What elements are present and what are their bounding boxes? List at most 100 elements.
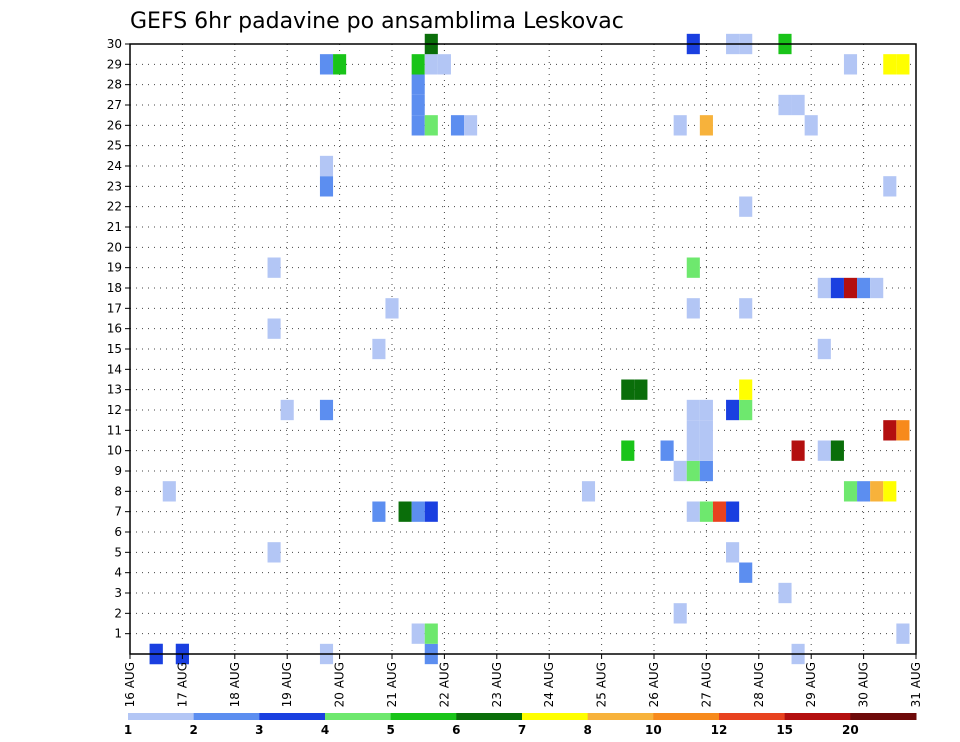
- precip-cell: [883, 54, 897, 75]
- x-tick-label: 27 AUG: [699, 662, 713, 707]
- precip-cell: [411, 501, 425, 522]
- precip-cell: [319, 399, 334, 421]
- precip-cell: [843, 277, 858, 299]
- precip-cell: [739, 562, 753, 583]
- precip-cell: [712, 501, 727, 522]
- colorbar-segment: [390, 713, 457, 720]
- colorbar-segment: [522, 713, 589, 720]
- y-axis-ticks: 1234567891011121314151617181920212223242…: [107, 37, 130, 641]
- y-tick-label: 24: [107, 159, 122, 173]
- precip-cell: [830, 440, 844, 461]
- precip-cell: [726, 542, 740, 563]
- x-tick-label: 29 AUG: [804, 662, 818, 707]
- precip-cell: [739, 298, 753, 319]
- precip-cell: [843, 481, 858, 502]
- precip-cell: [791, 440, 805, 461]
- precip-cell: [896, 623, 910, 644]
- ensemble-cells: [149, 33, 910, 665]
- precip-cell: [857, 481, 871, 502]
- precip-cell: [621, 440, 635, 461]
- precip-cell: [726, 399, 740, 421]
- precip-cell: [686, 298, 700, 319]
- precip-cell: [411, 74, 425, 95]
- y-tick-label: 7: [114, 505, 122, 519]
- precip-cell: [896, 54, 910, 75]
- precip-cell: [686, 399, 700, 421]
- y-tick-label: 6: [114, 525, 122, 539]
- colorbar-label: 1: [124, 723, 132, 737]
- precip-cell: [424, 501, 438, 522]
- x-tick-label: 21 AUG: [385, 662, 399, 707]
- colorbar-segment: [259, 713, 326, 720]
- grid: [130, 44, 916, 654]
- precip-cell: [699, 420, 713, 441]
- precip-cell: [817, 440, 831, 461]
- x-tick-label: 19 AUG: [280, 662, 294, 707]
- precip-cell: [778, 582, 792, 604]
- y-tick-label: 2: [114, 606, 122, 620]
- x-tick-label: 31 AUG: [909, 662, 923, 707]
- precip-cell: [739, 196, 753, 217]
- precip-cell: [817, 338, 831, 360]
- colorbar-label: 7: [518, 723, 526, 737]
- precip-cell: [319, 54, 334, 75]
- colorbar-segment: [128, 713, 195, 720]
- y-tick-label: 11: [107, 423, 122, 437]
- precip-cell: [424, 623, 438, 644]
- y-tick-label: 9: [114, 464, 122, 478]
- y-tick-label: 10: [107, 444, 122, 458]
- precip-cell: [319, 176, 334, 197]
- y-tick-label: 22: [107, 200, 122, 214]
- precip-cell: [699, 501, 713, 522]
- precip-cell: [411, 94, 425, 116]
- colorbar-label: 15: [776, 723, 793, 737]
- colorbar-segment: [193, 713, 260, 720]
- colorbar-label: 20: [842, 723, 859, 737]
- precip-cell: [660, 440, 674, 461]
- colorbar-segment: [850, 713, 917, 720]
- x-tick-label: 25 AUG: [595, 662, 609, 707]
- plot-frame: [129, 43, 917, 655]
- x-tick-label: 20 AUG: [333, 662, 347, 707]
- precip-cell: [372, 501, 386, 522]
- precip-cell: [464, 115, 478, 136]
- precip-cell: [673, 115, 687, 136]
- x-tick-label: 18 AUG: [228, 662, 242, 707]
- precip-cell: [333, 54, 347, 75]
- y-tick-label: 27: [107, 98, 122, 112]
- colorbar-label: 5: [386, 723, 394, 737]
- colorbar-segment: [587, 713, 654, 720]
- y-tick-label: 17: [107, 301, 122, 315]
- y-tick-label: 1: [114, 627, 122, 641]
- precip-cell: [739, 379, 753, 400]
- colorbar-segment: [784, 713, 851, 720]
- chart-title: GEFS 6hr padavine po ansamblima Leskovac: [130, 9, 624, 34]
- precip-cell: [739, 399, 753, 421]
- y-tick-label: 28: [107, 78, 122, 92]
- y-tick-label: 29: [107, 57, 122, 71]
- x-tick-label: 22 AUG: [437, 662, 451, 707]
- precip-cell: [280, 399, 294, 421]
- precip-cell: [726, 501, 740, 522]
- precip-cell: [699, 399, 713, 421]
- precip-cell: [804, 115, 818, 136]
- y-tick-label: 23: [107, 179, 122, 193]
- x-axis-ticks: 16 AUG 17 AUG 18 AUG 19 AUG 20 AUG 21 AUG 22 A…: [123, 654, 923, 707]
- precip-cell: [870, 277, 884, 299]
- x-tick-label: 28 AUG: [752, 662, 766, 707]
- precip-cell: [791, 94, 805, 116]
- y-tick-label: 4: [114, 566, 122, 580]
- y-tick-label: 25: [107, 139, 122, 153]
- precip-cell: [673, 460, 687, 482]
- precip-cell: [686, 501, 700, 522]
- precip-cell: [699, 460, 713, 482]
- precip-cell: [883, 176, 897, 197]
- y-tick-label: 8: [114, 484, 122, 498]
- y-tick-label: 26: [107, 118, 122, 132]
- colorbar-segment: [719, 713, 786, 720]
- precip-cell: [634, 379, 648, 400]
- y-tick-label: 5: [114, 545, 122, 559]
- y-tick-label: 20: [107, 240, 122, 254]
- colorbar-label: 10: [645, 723, 662, 737]
- precip-cell: [699, 440, 713, 461]
